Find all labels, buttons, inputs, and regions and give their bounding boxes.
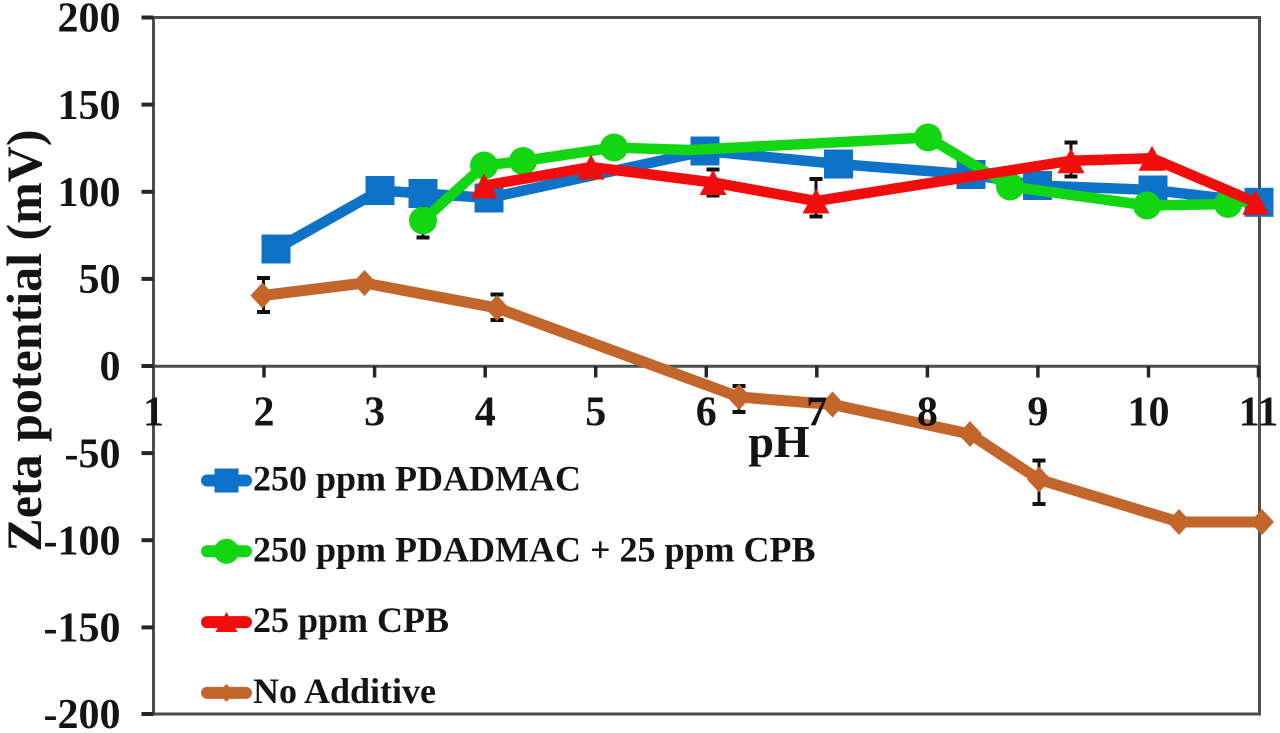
svg-text:Zeta potential (mV): Zeta potential (mV) (0, 129, 52, 551)
svg-text:100: 100 (58, 170, 121, 216)
svg-text:1: 1 (143, 390, 164, 436)
svg-text:10: 10 (1128, 390, 1170, 436)
svg-text:-100: -100 (44, 518, 121, 564)
svg-text:No Additive: No Additive (253, 671, 436, 711)
svg-text:250 ppm PDADMAC: 250 ppm PDADMAC (253, 459, 581, 499)
svg-text:2: 2 (254, 390, 275, 436)
svg-text:250 ppm PDADMAC + 25 ppm CPB: 250 ppm PDADMAC + 25 ppm CPB (253, 529, 816, 569)
svg-text:25 ppm CPB: 25 ppm CPB (253, 600, 449, 640)
svg-text:6: 6 (696, 390, 717, 436)
svg-text:200: 200 (58, 0, 121, 42)
svg-text:4: 4 (475, 390, 496, 436)
svg-text:9: 9 (1027, 390, 1048, 436)
svg-text:7: 7 (806, 390, 827, 436)
svg-text:11: 11 (1239, 390, 1279, 436)
svg-text:8: 8 (917, 390, 938, 436)
svg-text:-200: -200 (44, 692, 121, 733)
svg-text:-50: -50 (65, 431, 121, 477)
svg-text:50: 50 (79, 257, 121, 303)
svg-text:-150: -150 (44, 606, 121, 652)
svg-text:0: 0 (100, 344, 121, 390)
svg-text:5: 5 (585, 390, 606, 436)
svg-text:150: 150 (58, 83, 121, 129)
svg-text:pH: pH (748, 416, 810, 467)
svg-text:3: 3 (364, 390, 385, 436)
